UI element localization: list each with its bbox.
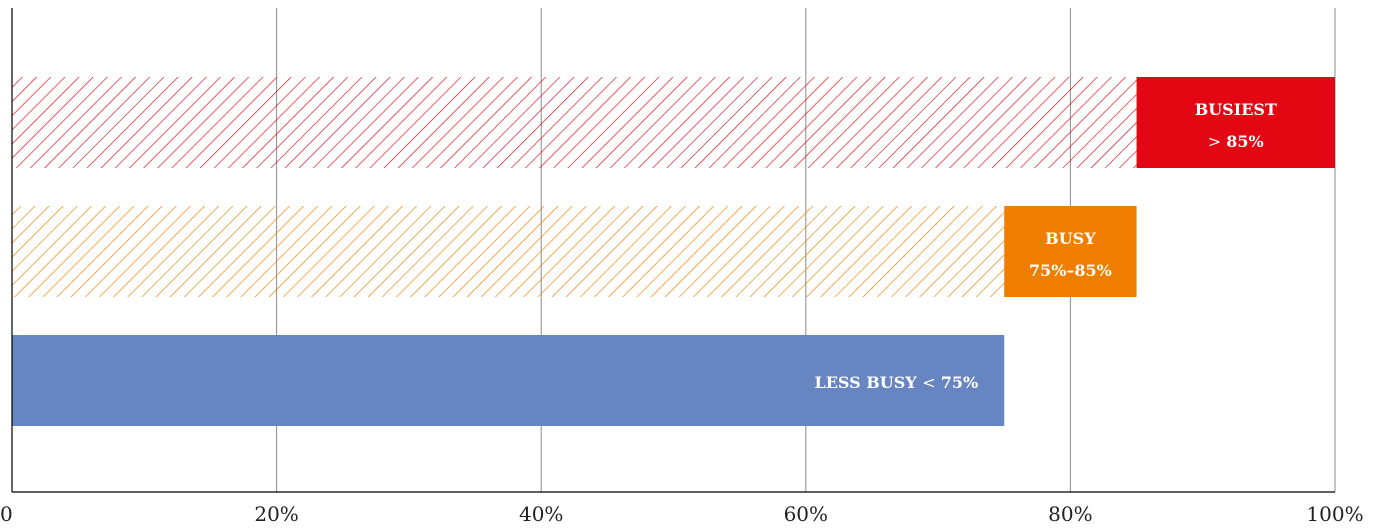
x-tick-label-40: 40% — [519, 502, 563, 526]
bars: BUSIEST > 85% BUSY 75%–85% LESS BUSY < 75% — [12, 77, 1335, 426]
x-tick-label-20: 20% — [254, 502, 298, 526]
bar-less-busy — [12, 335, 1005, 426]
x-tick-label-0: 0 — [0, 502, 13, 526]
bar-label-busiest: BUSIEST > 85% — [1195, 100, 1277, 151]
axes — [11, 8, 1335, 493]
bar-label-less-busy: LESS BUSY < 75% — [814, 373, 978, 392]
bar-busy — [1004, 206, 1137, 297]
bar-hatch-busy — [12, 206, 1005, 297]
bar-busiest — [1136, 77, 1335, 168]
x-tick-label-100: 100% — [1306, 502, 1363, 526]
x-tick-label-60: 60% — [784, 502, 828, 526]
bar-label-busy: BUSY 75%–85% — [1029, 229, 1112, 280]
x-tick-label-80: 80% — [1048, 502, 1092, 526]
bar-hatch-busiest — [12, 77, 1137, 168]
x-tick-labels: 0 20% 40% 60% 80% 100% — [0, 502, 1364, 526]
